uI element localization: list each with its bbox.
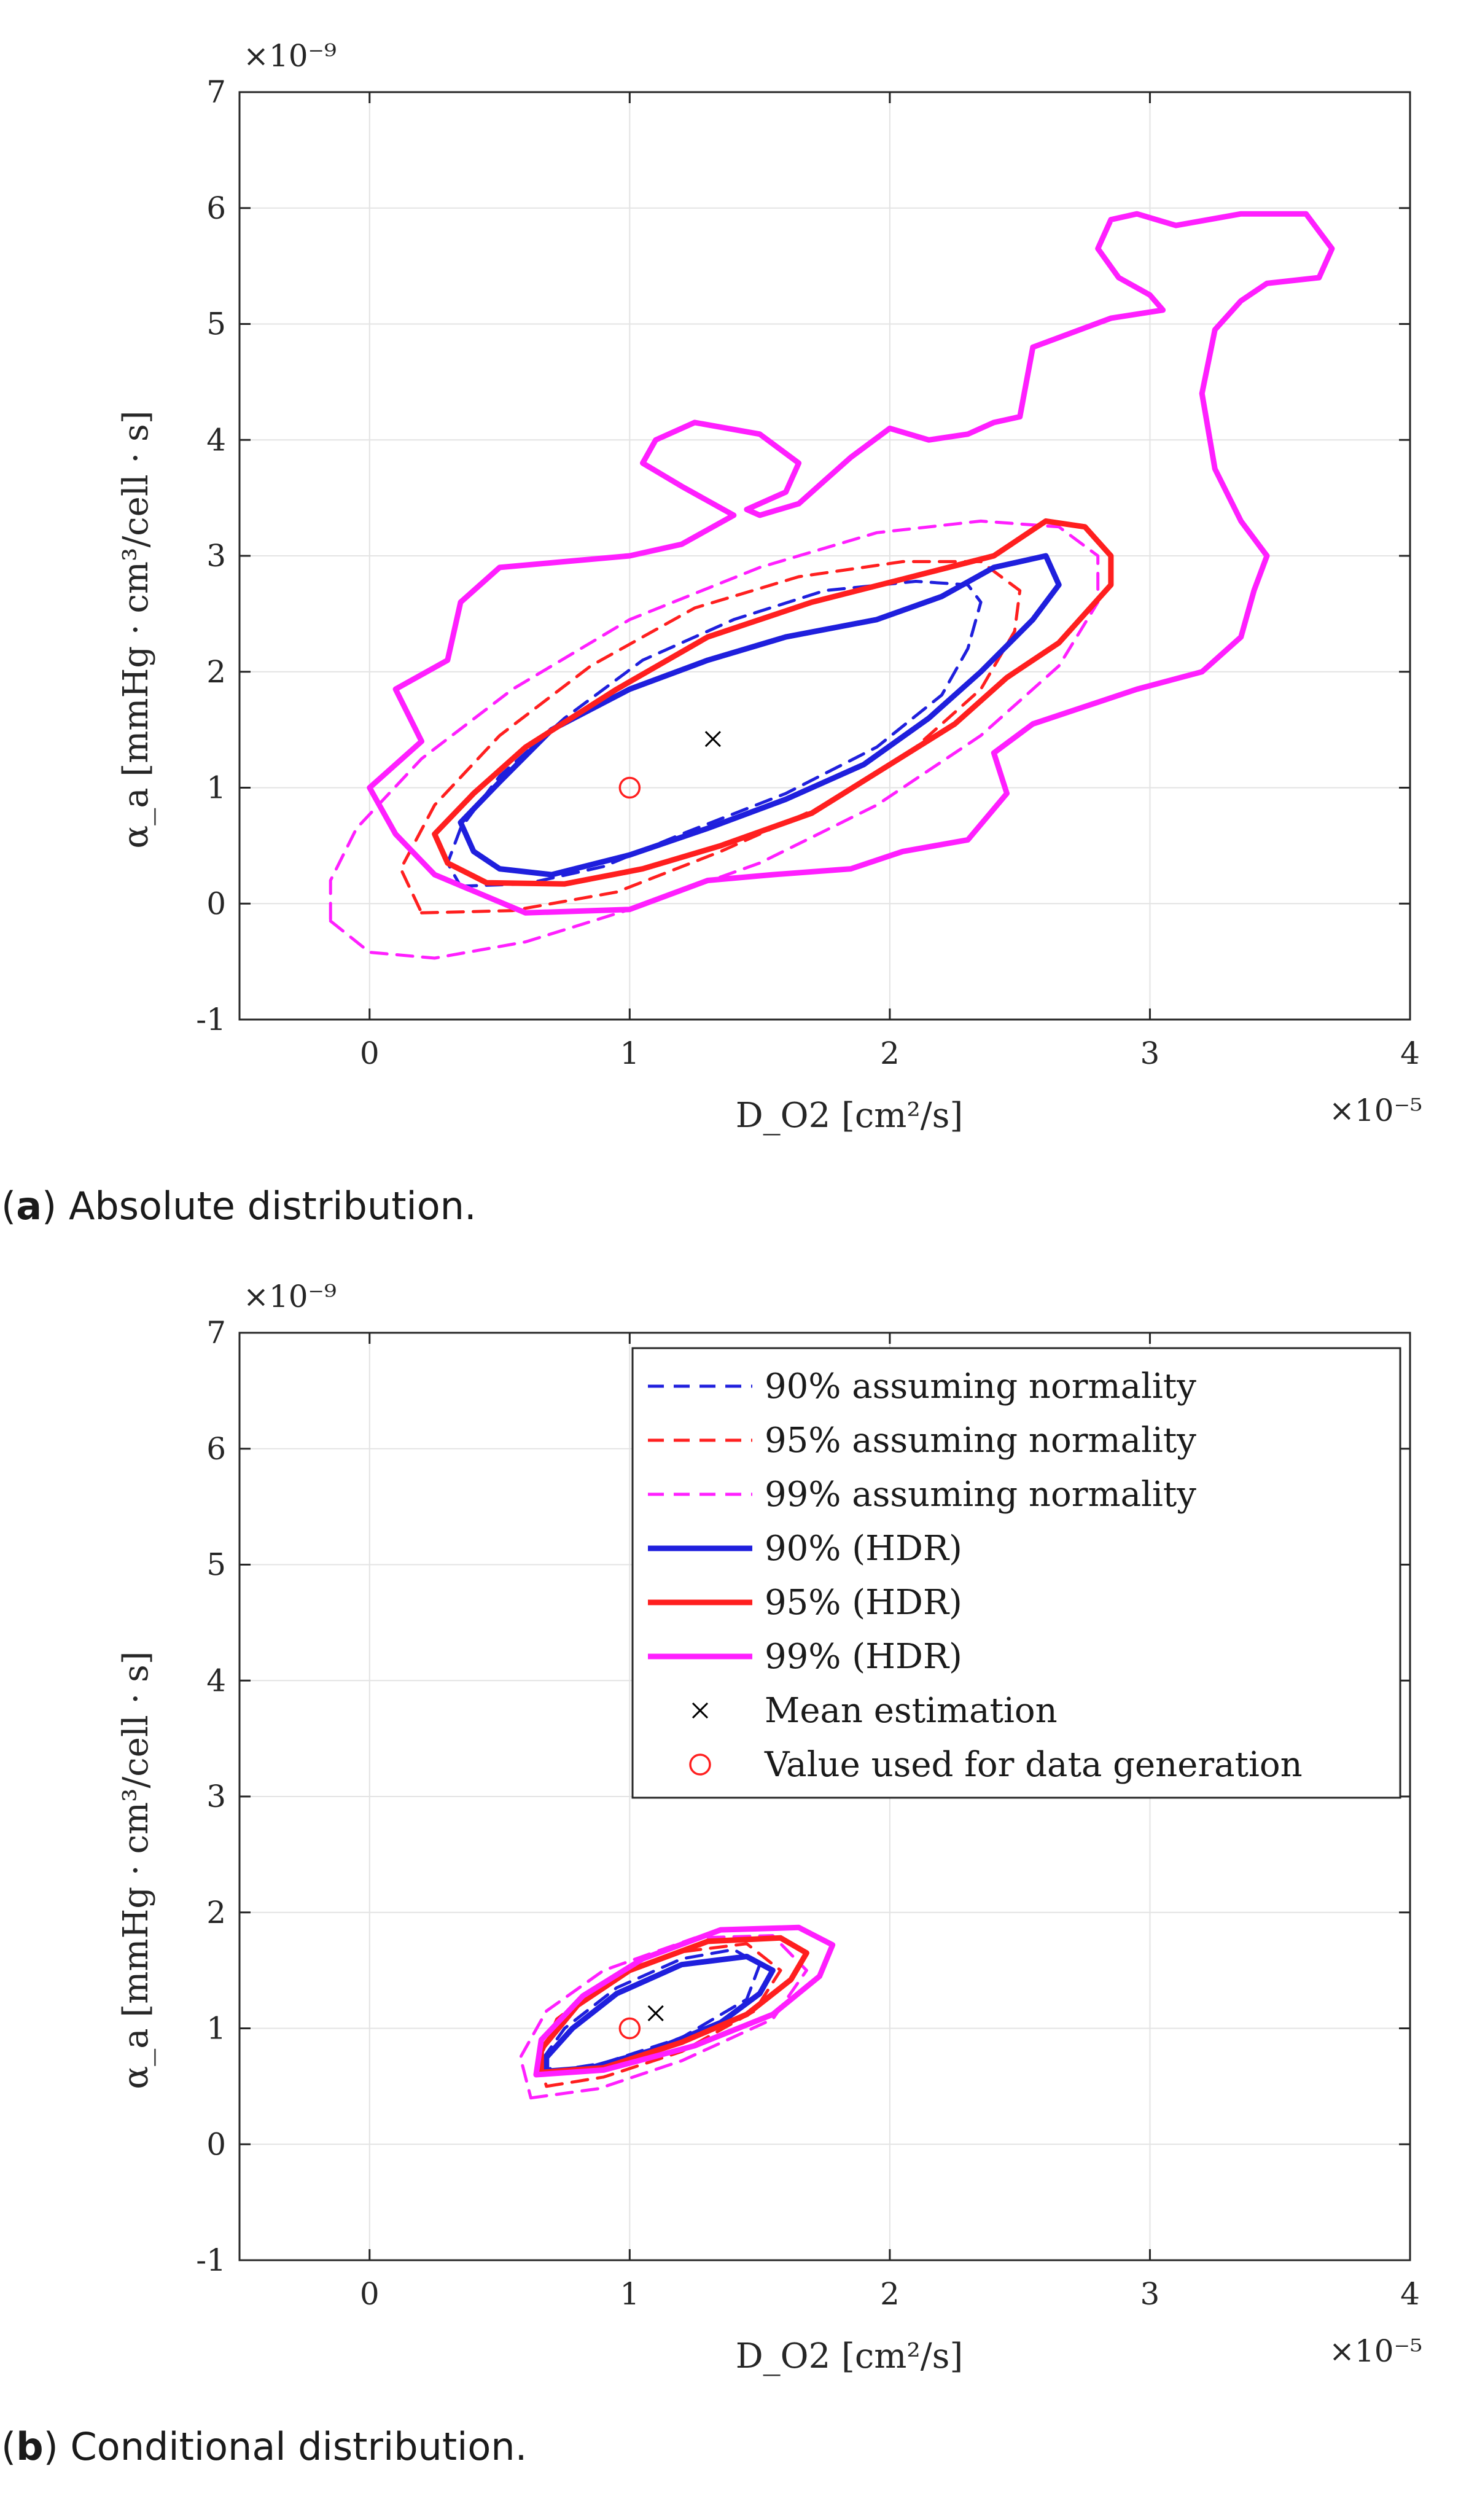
series-group bbox=[518, 1924, 836, 2100]
x-tick-label: 4 bbox=[1400, 1036, 1420, 1071]
y-axis-label: α_a [mmHg · cm³/cell · s] bbox=[116, 410, 156, 848]
contour-n95 bbox=[537, 1942, 782, 2088]
legend-label-gen: Value used for data generation bbox=[764, 1745, 1303, 1785]
contour-h99 bbox=[367, 211, 1335, 916]
legend-label-n90: 90% assuming normality bbox=[765, 1367, 1196, 1406]
contour-n95 bbox=[399, 560, 1022, 915]
generation-value-marker bbox=[618, 2017, 641, 2040]
x-tick-label: 1 bbox=[620, 1036, 639, 1071]
x-axis-label: D_O2 [cm²/s] bbox=[736, 1096, 963, 1136]
x-tick-label: 2 bbox=[880, 2276, 900, 2312]
contour-h90 bbox=[458, 553, 1062, 878]
x-tick-label: 3 bbox=[1140, 2276, 1160, 2312]
y-tick-label: 3 bbox=[206, 538, 226, 574]
x-tick-label: 0 bbox=[360, 1036, 380, 1071]
legend: 90% assuming normality 95% assuming norma… bbox=[631, 1347, 1401, 1799]
y-tick-label: 5 bbox=[206, 306, 226, 342]
legend-label-h99: 99% (HDR) bbox=[765, 1637, 962, 1677]
legend-swatch-mean bbox=[692, 1702, 709, 1719]
legend-label-mean: Mean estimation bbox=[765, 1691, 1058, 1731]
mean-estimation-marker bbox=[704, 731, 721, 747]
legend-label-h90: 90% (HDR) bbox=[765, 1529, 962, 1569]
x-tick-label: 0 bbox=[360, 2276, 380, 2312]
y-tick-label: 5 bbox=[206, 1547, 226, 1583]
y-axis-label: α_a [mmHg · cm³/cell · s] bbox=[116, 1651, 156, 2089]
contour-n90 bbox=[542, 1948, 762, 2073]
y-tick-label: 3 bbox=[206, 1779, 226, 1814]
x-exponent-label: ×10⁻⁵ bbox=[1329, 1093, 1422, 1128]
chart-panel-b: 0 1 2 3 4 -1 0 1 2 3 4 5 6 7 ×10⁻⁹ ×10⁻⁵ D_O2 [cm²/s] α_a… bbox=[1, 1279, 1422, 2469]
y-tick-label: 6 bbox=[206, 190, 226, 226]
contour-h95 bbox=[538, 1935, 809, 2075]
y-tick-label: 2 bbox=[206, 1895, 226, 1930]
y-tick-label: 6 bbox=[206, 1431, 226, 1467]
chart-panel-a: 0 1 2 3 4 -1 0 1 2 3 4 5 6 7 ×10⁻⁹ ×10⁻⁵ D_O2 [cm²/s] α_a… bbox=[1, 38, 1422, 1228]
contour-n99 bbox=[329, 519, 1100, 960]
mean-estimation-marker bbox=[647, 2005, 664, 2022]
y-tick-label: 1 bbox=[206, 770, 226, 806]
y-tick-label: 0 bbox=[206, 2126, 226, 2162]
legend-label-n99: 99% assuming normality bbox=[765, 1475, 1196, 1515]
y-tick-label: -1 bbox=[196, 2242, 226, 2278]
y-tick-label: 0 bbox=[206, 886, 226, 921]
y-tick-label: 7 bbox=[206, 1315, 226, 1351]
legend-label-h95: 95% (HDR) bbox=[765, 1583, 962, 1623]
caption-text: ) Conditional distribution. bbox=[44, 2424, 528, 2469]
series-group bbox=[329, 211, 1335, 960]
figure-caption: (b) Conditional distribution. bbox=[1, 2424, 527, 2469]
caption-text: ) Absolute distribution. bbox=[42, 1184, 477, 1228]
y-tick-label: 4 bbox=[206, 422, 226, 458]
y-tick-label: -1 bbox=[196, 1002, 226, 1037]
figure-caption: (a) Absolute distribution. bbox=[1, 1184, 477, 1228]
y-exponent-label: ×10⁻⁹ bbox=[243, 38, 337, 74]
y-tick-label: 7 bbox=[206, 74, 226, 110]
x-axis-label: D_O2 [cm²/s] bbox=[736, 2336, 963, 2376]
legend-label-n95: 95% assuming normality bbox=[765, 1421, 1196, 1461]
x-tick-label: 1 bbox=[620, 2276, 639, 2312]
x-tick-label: 2 bbox=[880, 1036, 900, 1071]
y-tick-label: 1 bbox=[206, 2011, 226, 2046]
caption-open-paren: ( bbox=[1, 1184, 16, 1228]
contour-h95 bbox=[432, 518, 1114, 887]
x-exponent-label: ×10⁻⁵ bbox=[1329, 2333, 1422, 2369]
caption-label: b bbox=[16, 2424, 43, 2469]
caption-label: a bbox=[16, 1184, 42, 1228]
caption-open-paren: ( bbox=[1, 2424, 16, 2469]
x-tick-label: 4 bbox=[1400, 2276, 1420, 2312]
legend-swatch-gen bbox=[689, 1753, 711, 1776]
y-tick-label: 4 bbox=[206, 1663, 226, 1698]
y-exponent-label: ×10⁻⁹ bbox=[243, 1279, 337, 1314]
y-tick-label: 2 bbox=[206, 654, 226, 690]
generation-value-marker bbox=[618, 776, 641, 799]
contour-n90 bbox=[446, 580, 983, 888]
contour-h99 bbox=[533, 1924, 836, 2078]
x-tick-label: 3 bbox=[1140, 1036, 1160, 1071]
legend-box bbox=[631, 1347, 1401, 1799]
